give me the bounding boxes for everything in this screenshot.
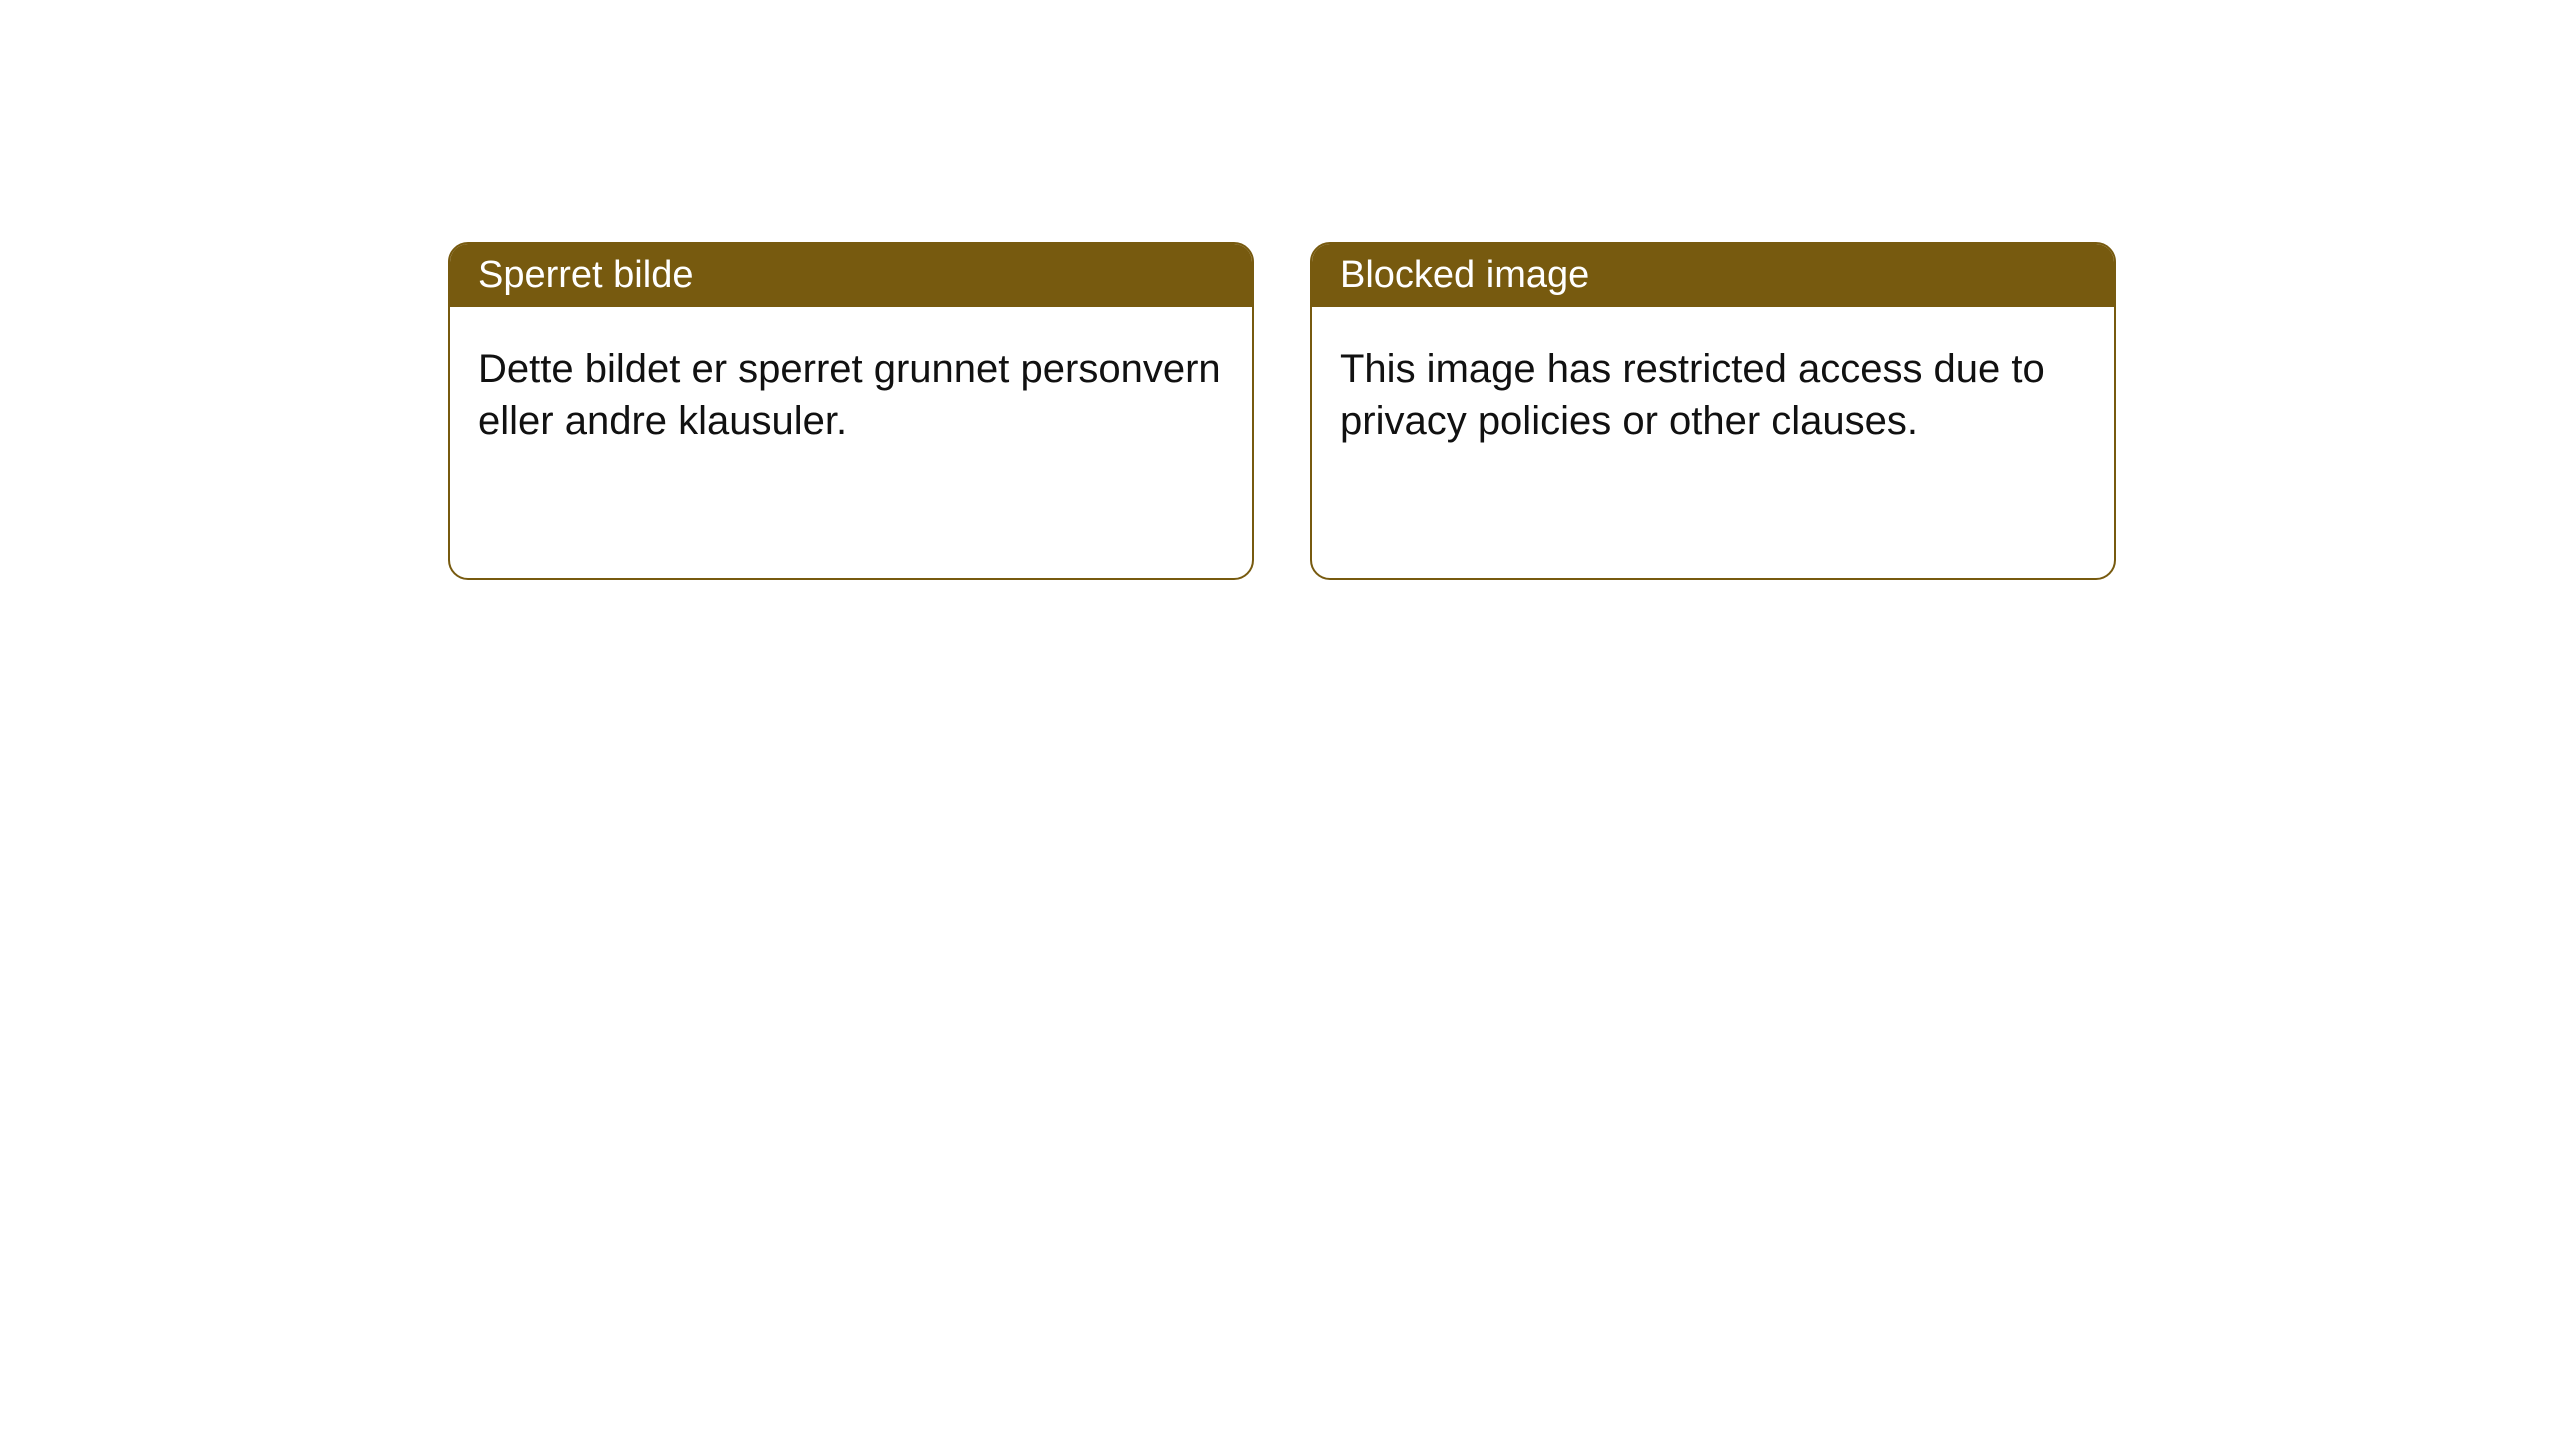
notice-card-body: Dette bildet er sperret grunnet personve…: [450, 307, 1252, 483]
notice-card-title: Blocked image: [1312, 244, 2114, 307]
notice-card-title: Sperret bilde: [450, 244, 1252, 307]
notice-card-english: Blocked image This image has restricted …: [1310, 242, 2116, 580]
notice-card-norwegian: Sperret bilde Dette bildet er sperret gr…: [448, 242, 1254, 580]
notice-card-body: This image has restricted access due to …: [1312, 307, 2114, 483]
notice-container: Sperret bilde Dette bildet er sperret gr…: [448, 242, 2116, 580]
